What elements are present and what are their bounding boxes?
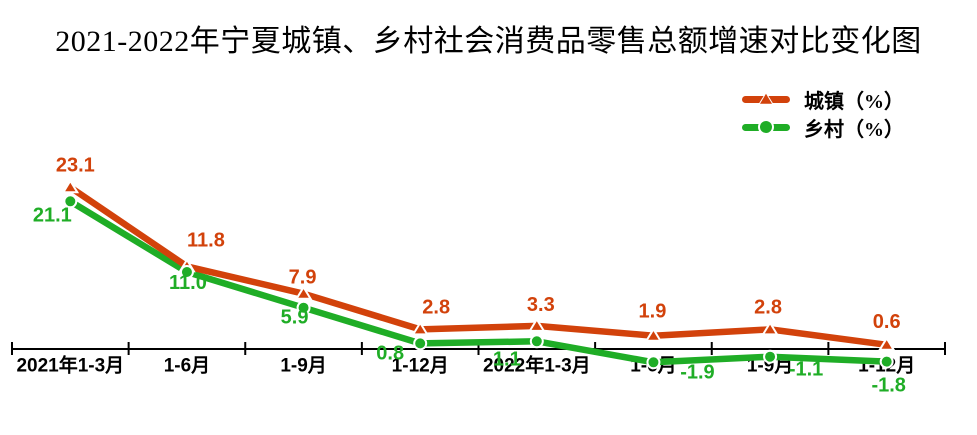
x-axis-label: 2022年1-3月	[483, 354, 591, 377]
urban-line-triangle-icon	[742, 91, 790, 105]
x-axis-label: 2021年1-3月	[16, 354, 124, 377]
rural-line	[67, 198, 890, 366]
legend-item-rural: 乡村（%）	[742, 116, 904, 141]
urban-value-label: 1.9	[639, 301, 667, 323]
rural-point-marker-circle-icon	[529, 334, 544, 349]
rural-point-marker-circle-icon	[296, 300, 311, 315]
urban-value-label: 0.6	[873, 311, 901, 333]
rural-value-label: 11.0	[169, 272, 207, 294]
rural-point-marker-circle-icon	[763, 349, 778, 364]
x-axis-label: 1-6月	[164, 356, 210, 377]
rural-value-label: -1.8	[871, 375, 905, 397]
x-axis-label: 1-12月	[392, 356, 449, 377]
urban-value-label: 3.3	[527, 294, 555, 316]
urban-point-marker-triangle-icon	[61, 178, 80, 194]
legend-label-rural: 乡村（%）	[804, 118, 904, 141]
chart-title: 2021-2022年宁夏城镇、乡村社会消费品零售总额增速对比变化图	[55, 25, 922, 58]
urban-point-marker-triangle-icon	[761, 320, 779, 336]
rural-line-circle-icon	[742, 119, 790, 135]
rural-value-label: 5.9	[281, 307, 309, 329]
rural-point-marker-circle-icon	[179, 265, 194, 279]
rural-value-label: 21.1	[33, 204, 72, 226]
rural-point-marker-circle-icon	[63, 194, 78, 209]
urban-point-marker-triangle-icon	[877, 336, 896, 351]
x-axis-label: 1-9月	[747, 356, 793, 377]
rural-value-label: 1.1	[493, 348, 521, 370]
urban-value-label: 11.8	[187, 229, 225, 251]
urban-value-label: 2.8	[754, 296, 782, 318]
rural-point-marker-circle-icon	[879, 354, 894, 369]
urban-point-marker-triangle-icon	[528, 317, 546, 332]
urban-value-label: 23.1	[56, 154, 95, 176]
legend-label-urban: 城镇（%）	[804, 90, 904, 113]
urban-point-marker-triangle-icon	[411, 320, 429, 336]
urban-value-label: 7.9	[289, 267, 317, 289]
legend: 城镇（%） 乡村（%）	[742, 88, 904, 141]
legend-item-urban: 城镇（%）	[742, 88, 904, 113]
rural-point-marker-circle-icon	[646, 355, 661, 370]
rural-value-label: -1.1	[789, 359, 823, 381]
urban-line	[67, 184, 890, 349]
x-axis-label: 1-9月	[280, 356, 326, 377]
rural-value-label: -1.9	[680, 361, 714, 383]
urban-value-label: 2.8	[422, 296, 450, 318]
urban-point-marker-triangle-icon	[294, 285, 313, 300]
rural-value-label: 0.8	[376, 342, 404, 364]
rural-point-marker-circle-icon	[413, 336, 428, 351]
urban-point-marker-triangle-icon	[644, 327, 663, 342]
